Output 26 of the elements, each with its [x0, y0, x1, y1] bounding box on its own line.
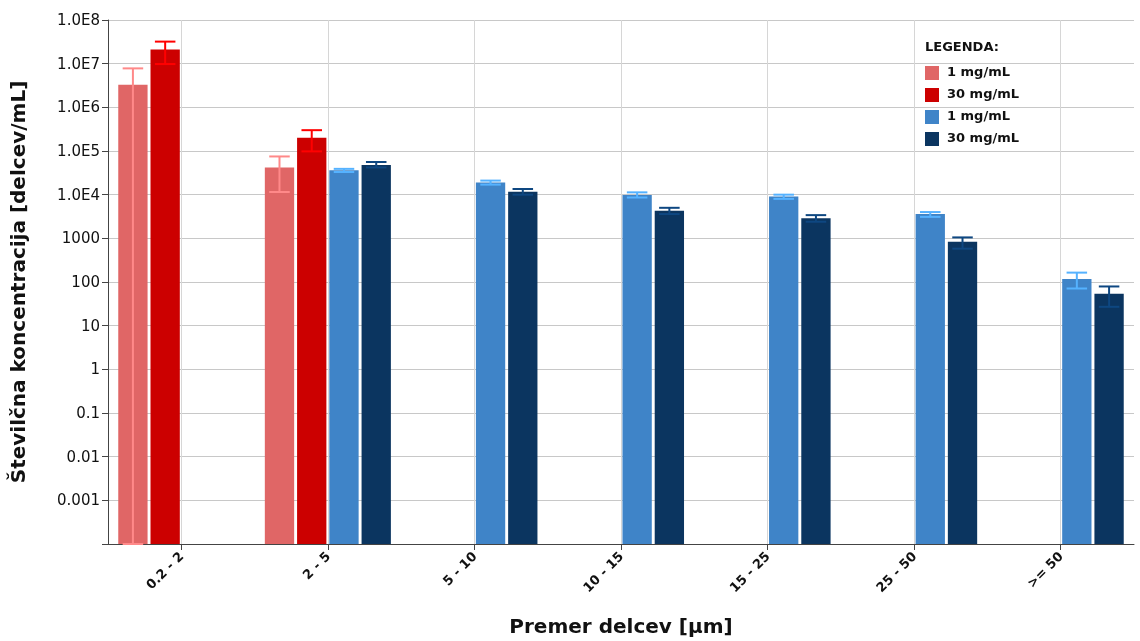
x-tick-label: 15 - 25	[726, 548, 773, 596]
x-tick-label: 10 - 15	[579, 548, 627, 596]
legend-label: 1 mg/mL	[947, 108, 1011, 123]
x-tick-label: 25 - 50	[873, 548, 920, 596]
legend-label: 1 mg/mL	[947, 64, 1011, 79]
x-tick-label: 5 - 10	[439, 548, 480, 589]
y-axis-title: Številčna koncentracija [delcev/mL]	[6, 80, 30, 484]
x-tick-label: 0.2 - 2	[143, 548, 187, 593]
y-tick-label: 0.001	[57, 491, 100, 510]
legend-label: 30 mg/mL	[947, 130, 1020, 145]
y-tick-label: 0.01	[66, 447, 100, 466]
y-tick-label: 1.0E7	[57, 54, 100, 73]
y-tick-label: 1	[90, 360, 100, 379]
y-tick-label: 1.0E5	[57, 142, 100, 160]
y-tick-label: 1.0E8	[57, 11, 100, 29]
y-tick-label: 10	[80, 316, 100, 335]
y-tick-label: 100	[71, 273, 100, 291]
y-tick-label: 1.0E6	[57, 98, 100, 117]
y-tick-label: 1000	[61, 229, 100, 248]
y-tick-label: 0.1	[76, 404, 100, 422]
x-tick-label: 2 - 5	[299, 548, 334, 583]
legend-label: 30 mg/mL	[947, 86, 1020, 101]
legend-title: LEGENDA:	[925, 39, 999, 54]
y-tick-label: 1.0E4	[57, 185, 100, 204]
x-axis-title: Premer delcev [µm]	[509, 614, 733, 638]
x-tick-label: >= 50	[1024, 548, 1067, 591]
